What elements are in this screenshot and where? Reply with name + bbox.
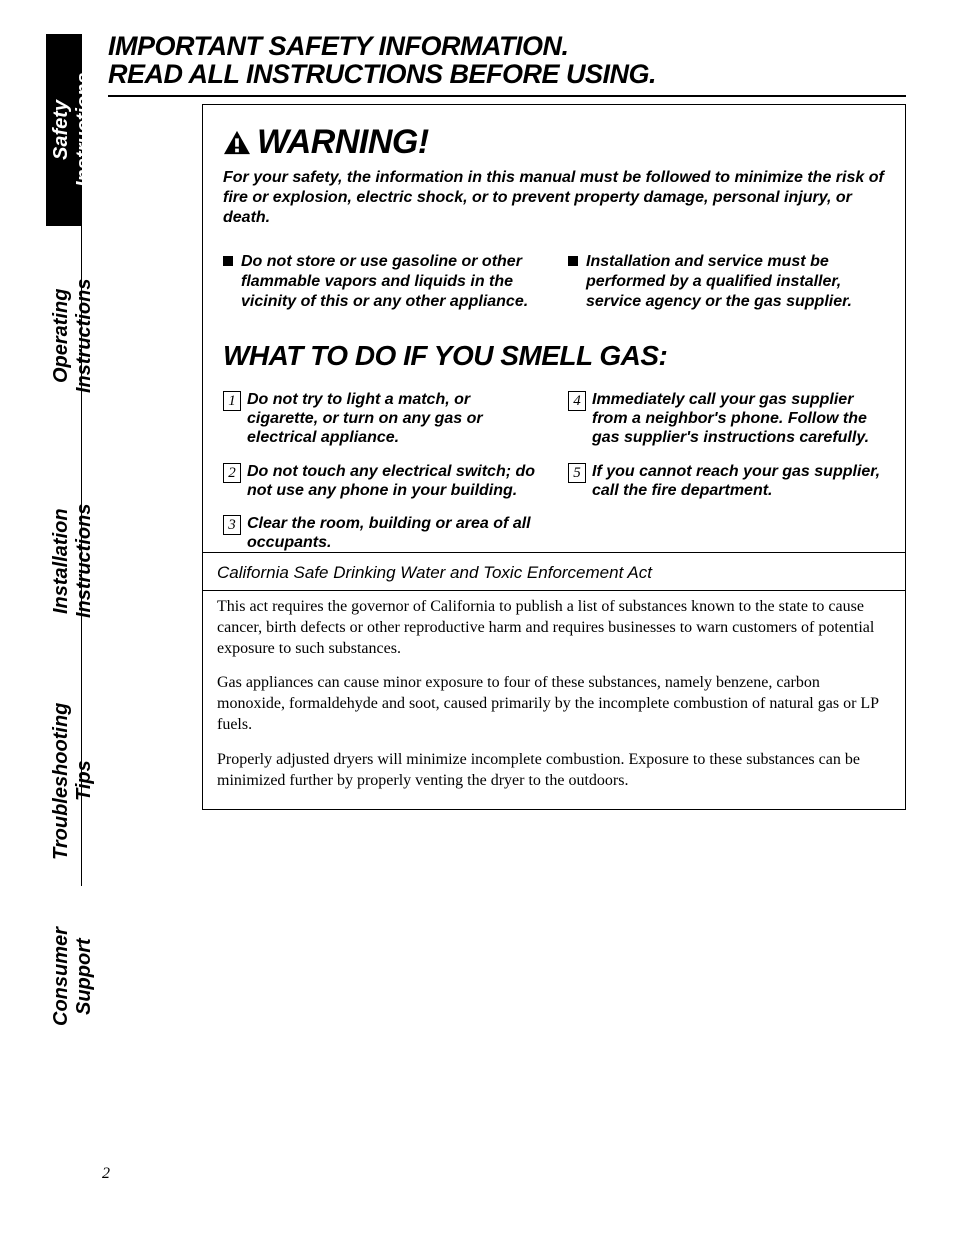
bullet-icon bbox=[568, 256, 578, 266]
step-number-box: 2 bbox=[223, 463, 241, 483]
warning-box: WARNING! For your safety, the informatio… bbox=[202, 104, 906, 591]
step-number-box: 3 bbox=[223, 515, 241, 535]
list-item: 5 If you cannot reach your gas supplier,… bbox=[568, 462, 885, 500]
warning-subtitle: For your safety, the information in this… bbox=[223, 168, 885, 228]
warning-title: WARNING! bbox=[223, 123, 885, 162]
step-text: Immediately call your gas supplier from … bbox=[592, 390, 885, 448]
warning-bullets: Do not store or use gasoline or other fl… bbox=[223, 252, 885, 312]
warning-icon bbox=[223, 130, 251, 156]
step-text: If you cannot reach your gas supplier, c… bbox=[592, 462, 885, 500]
california-title: California Safe Drinking Water and Toxic… bbox=[217, 563, 891, 583]
tab-consumer-support[interactable]: Consumer Support bbox=[46, 886, 82, 1068]
list-item: 2 Do not touch any electrical switch; do… bbox=[223, 462, 540, 500]
step-text: Do not try to light a match, or cigarett… bbox=[247, 390, 540, 448]
page-header: IMPORTANT SAFETY INFORMATION. READ ALL I… bbox=[108, 32, 906, 97]
bullet-text: Installation and service must be perform… bbox=[586, 252, 885, 312]
smell-gas-steps: 1 Do not try to light a match, or cigare… bbox=[223, 390, 885, 566]
sidebar-tabs: Safety Instructions Operating Instructio… bbox=[46, 34, 82, 1164]
step-number-box: 4 bbox=[568, 391, 586, 411]
page-number: 2 bbox=[102, 1165, 110, 1183]
step-text: Clear the room, building or area of all … bbox=[247, 514, 540, 552]
bullet-icon bbox=[223, 256, 233, 266]
tab-troubleshooting[interactable]: Troubleshooting Tips bbox=[46, 676, 82, 886]
bullet-item: Do not store or use gasoline or other fl… bbox=[223, 252, 540, 312]
california-paragraph: Gas appliances can cause minor exposure … bbox=[217, 673, 891, 735]
tab-safety[interactable]: Safety Instructions bbox=[46, 34, 82, 226]
california-paragraph: This act requires the governor of Califo… bbox=[217, 597, 891, 659]
warning-title-text: WARNING! bbox=[257, 123, 429, 162]
list-item: 1 Do not try to light a match, or cigare… bbox=[223, 390, 540, 448]
step-number-box: 1 bbox=[223, 391, 241, 411]
tab-operating[interactable]: Operating Instructions bbox=[46, 226, 82, 446]
header-line-1: IMPORTANT SAFETY INFORMATION. bbox=[108, 32, 906, 60]
smell-gas-title: WHAT TO DO IF YOU SMELL GAS: bbox=[223, 340, 885, 372]
bullet-text: Do not store or use gasoline or other fl… bbox=[241, 252, 540, 312]
california-box: California Safe Drinking Water and Toxic… bbox=[202, 552, 906, 810]
bullet-item: Installation and service must be perform… bbox=[568, 252, 885, 312]
step-text: Do not touch any electrical switch; do n… bbox=[247, 462, 540, 500]
list-item: 3 Clear the room, building or area of al… bbox=[223, 514, 540, 552]
step-number-box: 5 bbox=[568, 463, 586, 483]
california-paragraph: Properly adjusted dryers will minimize i… bbox=[217, 750, 891, 792]
header-line-2: READ ALL INSTRUCTIONS BEFORE USING. bbox=[108, 60, 906, 88]
list-item: 4 Immediately call your gas supplier fro… bbox=[568, 390, 885, 448]
tab-installation[interactable]: Installation Instructions bbox=[46, 446, 82, 676]
